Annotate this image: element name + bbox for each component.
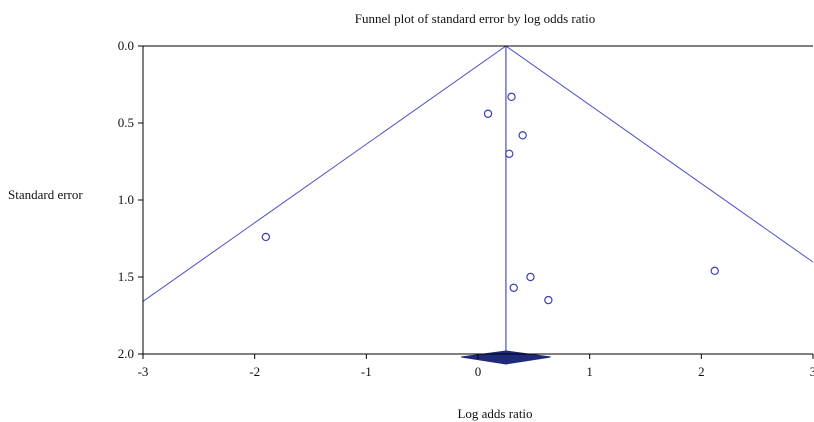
summary-diamond-group <box>461 350 551 365</box>
study-point <box>526 272 535 282</box>
x-tick-label: -1 <box>361 364 372 379</box>
x-tick-label: 3 <box>810 364 814 379</box>
funnel-lines <box>143 46 813 354</box>
x-tick-label: 2 <box>698 364 705 379</box>
axes: 0.0 0.5 1.0 1.5 2.0 -3 -2 -1 0 1 2 3 <box>118 38 814 379</box>
y-tick-label: 0.0 <box>118 38 134 53</box>
summary-diamond <box>461 350 551 365</box>
study-point <box>544 295 553 305</box>
study-points <box>261 92 719 305</box>
chart-title: Funnel plot of standard error by log odd… <box>355 11 595 26</box>
funnel-right-limit <box>505 46 813 263</box>
y-tick-label: 1.0 <box>118 192 134 207</box>
x-tick-label: -2 <box>249 364 260 379</box>
x-tick-label: -3 <box>138 364 149 379</box>
study-point <box>505 149 514 158</box>
study-point <box>261 232 271 242</box>
x-axis-title: Log adds ratio <box>457 406 532 421</box>
funnel-left-limit <box>143 46 507 302</box>
x-tick-label: 1 <box>586 364 593 379</box>
y-axis-title: Standard error <box>8 187 83 202</box>
study-point <box>518 131 527 140</box>
study-point <box>509 283 518 292</box>
study-point <box>710 266 719 276</box>
y-tick-label: 0.5 <box>118 115 134 130</box>
study-point <box>507 92 516 102</box>
study-point <box>483 109 493 118</box>
y-tick-label: 1.5 <box>118 269 134 284</box>
y-tick-label: 2.0 <box>118 346 134 361</box>
x-tick-label: 0 <box>475 364 482 379</box>
